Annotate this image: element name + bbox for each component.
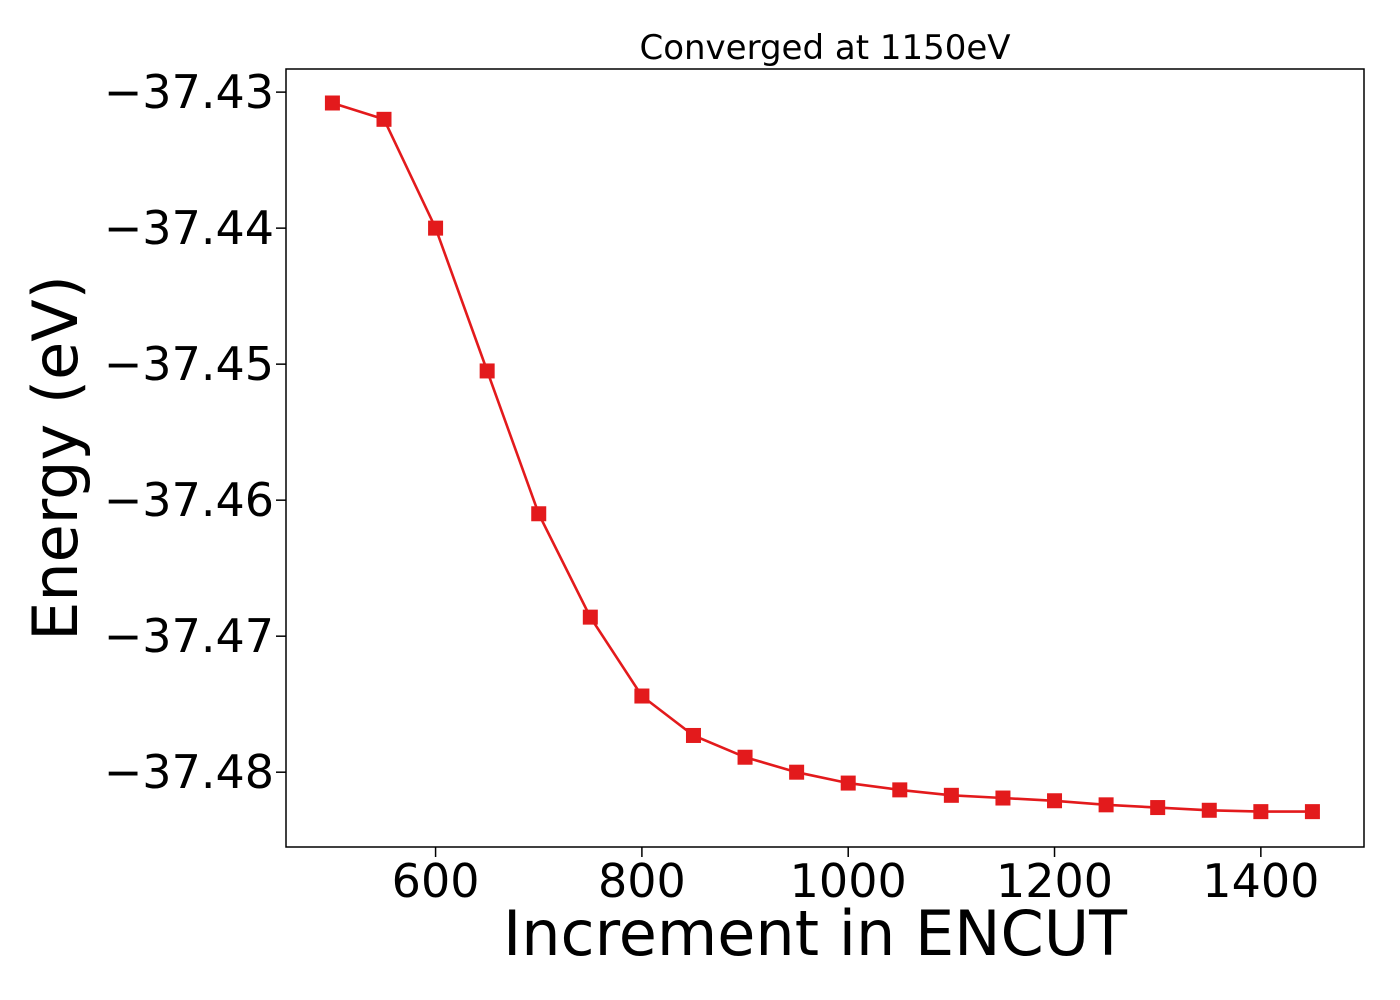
data-point (685, 727, 701, 743)
data-point (1098, 797, 1114, 813)
series-layer (324, 95, 1320, 820)
y-tick-label: −37.44 (104, 201, 274, 255)
data-point (634, 688, 650, 704)
y-tick-label: −37.47 (104, 609, 274, 663)
data-point (840, 775, 856, 791)
data-point (1201, 802, 1217, 818)
x-tick-label: 1200 (996, 854, 1113, 908)
data-point (479, 363, 495, 379)
y-axis-label: Energy (eV) (19, 275, 92, 641)
y-tick-label: −37.48 (104, 745, 274, 799)
data-point (376, 111, 392, 127)
data-point (324, 95, 340, 111)
x-axis-label: Increment in ENCUT (503, 897, 1128, 970)
data-point (582, 609, 598, 625)
data-point (428, 220, 444, 236)
y-tick-label: −37.46 (104, 473, 274, 527)
data-point (531, 506, 547, 522)
data-point (1047, 793, 1063, 809)
data-point (1304, 804, 1320, 820)
data-point (1150, 800, 1166, 816)
data-point (737, 749, 753, 765)
x-tick-label: 1000 (790, 854, 907, 908)
data-point (995, 790, 1011, 806)
x-axis: 600 800 1000 1200 1400 (392, 847, 1319, 908)
x-tick-label: 800 (598, 854, 686, 908)
series-line (332, 101, 1313, 813)
data-point (943, 787, 959, 803)
data-point (1253, 804, 1269, 820)
y-tick-label: −37.45 (104, 337, 274, 391)
chart-title: Converged at 1150eV (639, 28, 1010, 68)
data-point (892, 782, 908, 798)
plot-area (285, 68, 1365, 848)
data-point (789, 764, 805, 780)
y-axis: −37.43 −37.44 −37.45 −37.46 −37.47 −37.48 (104, 65, 286, 799)
x-tick-label: 600 (392, 854, 480, 908)
x-tick-label: 1400 (1202, 854, 1319, 908)
y-tick-label: −37.43 (104, 65, 274, 119)
